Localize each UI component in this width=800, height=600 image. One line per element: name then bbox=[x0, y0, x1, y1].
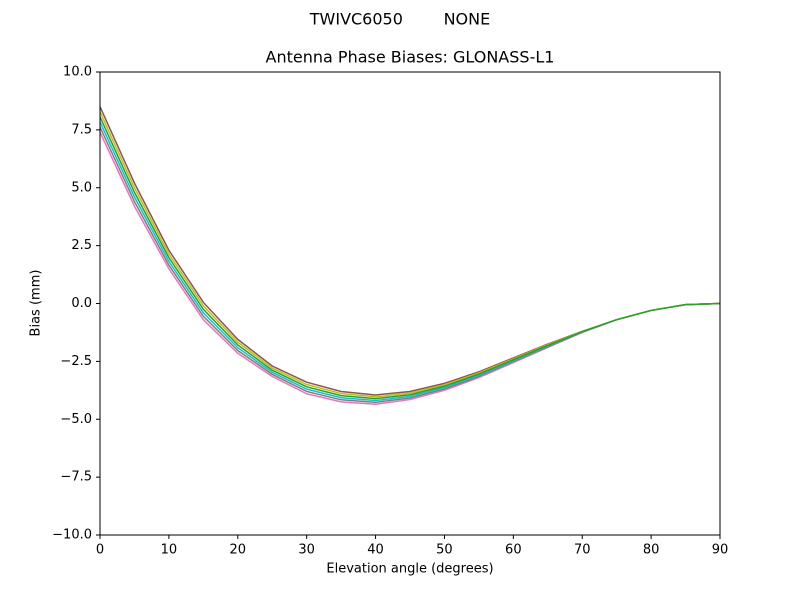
y-tick-label: 5.0 bbox=[71, 180, 92, 195]
y-tick-label: 7.5 bbox=[71, 122, 92, 137]
x-axis-label: Elevation angle (degrees) bbox=[326, 562, 493, 577]
x-tick-label: 10 bbox=[161, 543, 178, 558]
x-tick-label: 40 bbox=[367, 543, 384, 558]
y-tick-label: 10.0 bbox=[63, 65, 92, 80]
suptitle: TWIVC6050 NONE bbox=[309, 10, 490, 29]
x-tick-label: 60 bbox=[505, 543, 522, 558]
y-tick-label: −7.5 bbox=[60, 470, 92, 485]
y-tick-label: 2.5 bbox=[71, 238, 92, 253]
x-tick-label: 0 bbox=[96, 543, 104, 558]
y-axis-label: Bias (mm) bbox=[29, 270, 44, 337]
y-tick-label: 0.0 bbox=[71, 296, 92, 311]
y-tick-label: −5.0 bbox=[60, 412, 92, 427]
plot-frame bbox=[99, 71, 721, 536]
chart-title: Antenna Phase Biases: GLONASS-L1 bbox=[266, 48, 555, 67]
y-tick-label: −2.5 bbox=[60, 354, 92, 369]
x-tick-label: 90 bbox=[712, 543, 729, 558]
x-tick-label: 20 bbox=[230, 543, 247, 558]
x-tick-label: 50 bbox=[436, 543, 453, 558]
x-tick-label: 80 bbox=[643, 543, 660, 558]
series-line bbox=[99, 116, 721, 400]
y-tick-label: −10.0 bbox=[52, 528, 92, 543]
x-tick-label: 70 bbox=[574, 543, 591, 558]
x-tick-label: 30 bbox=[298, 543, 315, 558]
